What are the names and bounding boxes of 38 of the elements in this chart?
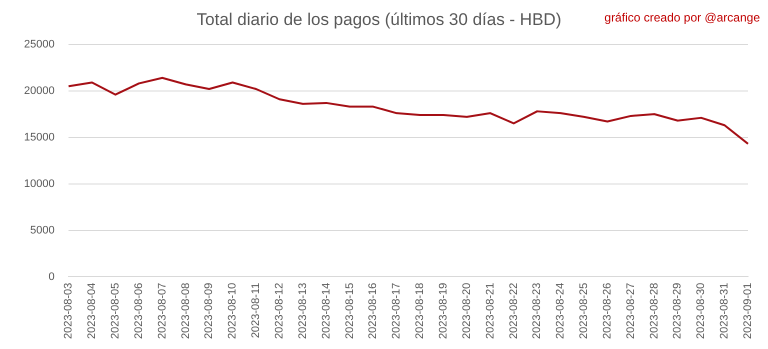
x-tick-label: 2023-08-12	[273, 282, 286, 340]
y-tick-label: 20000	[24, 84, 55, 97]
x-tick-label: 2023-08-25	[578, 282, 590, 340]
x-tick-label: 2023-08-13	[296, 282, 309, 340]
x-tick-label: 2023-08-19	[437, 282, 450, 340]
y-tick-label: 5000	[30, 224, 55, 236]
x-tick-label: 2023-08-10	[226, 282, 239, 340]
x-tick-label: 2023-08-27	[624, 282, 637, 340]
text: gráfico creado por @arcange	[604, 10, 760, 24]
x-tick-label: 2023-08-29	[672, 282, 684, 340]
x-tick-label: 2023-08-23	[531, 282, 544, 340]
x-tick-label: 2023-08-09	[203, 282, 216, 340]
x-tick-label: 2023-08-24	[554, 282, 567, 340]
x-tick-label: 2023-08-30	[695, 282, 708, 340]
x-tick-label: 2023-08-18	[414, 282, 426, 340]
x-tick-label: 2023-08-11	[250, 282, 262, 338]
x-tick-label: 2023-08-17	[390, 282, 403, 340]
x-tick-label: 2023-08-05	[109, 282, 122, 340]
x-tick-label: 2023-08-16	[367, 282, 380, 340]
x-tick-label: 2023-08-08	[180, 282, 192, 340]
x-tick-label: 2023-08-03	[62, 282, 75, 340]
x-tick-label: 2023-08-22	[508, 282, 520, 340]
y-tick-label: 0	[48, 270, 55, 283]
x-tick-label: 2023-08-21	[484, 282, 496, 340]
x-tick-label: 2023-09-01	[742, 282, 754, 340]
chart-title: Total diario de los pagos (últimos 30 días - HBD)	[196, 10, 562, 29]
x-tick-label: 2023-08-28	[648, 282, 660, 340]
y-tick-label: 15000	[24, 131, 55, 144]
x-tick-label: 2023-08-06	[132, 282, 145, 340]
x-tick-label: 2023-08-14	[320, 282, 332, 340]
x-tick-label: 2023-08-15	[344, 282, 356, 340]
x-tick-label: 2023-08-31	[718, 282, 731, 340]
x-tick-label: 2023-08-04	[86, 282, 98, 340]
y-tick-label: 25000	[24, 38, 55, 50]
x-tick-label: 2023-08-20	[460, 282, 473, 340]
x-tick-label: 2023-08-26	[601, 282, 614, 340]
x-tick-label: 2023-08-07	[156, 282, 168, 340]
y-tick-label: 10000	[24, 178, 55, 190]
